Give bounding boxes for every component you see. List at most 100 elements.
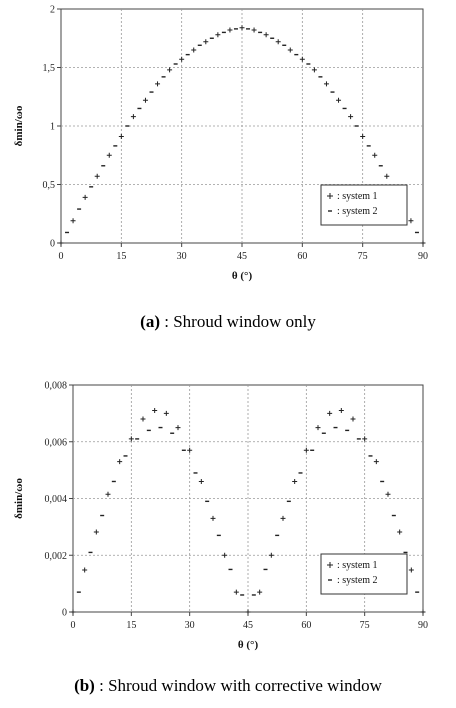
legend-label: : system 2 — [337, 206, 378, 217]
chart-b: 0 15 30 45 60 75 90 0 0,002 0,004 0,006 0,008 θ (°) δ… — [13, 381, 428, 652]
series-2 — [65, 28, 419, 234]
caption-a: (a) : Shroud window only — [0, 312, 456, 332]
data-point — [362, 436, 368, 442]
y-tick-label: 0,5 — [43, 180, 56, 191]
x-tick-label: 0 — [59, 251, 64, 262]
x-axis-label: θ (°) — [238, 639, 259, 651]
data-point — [338, 408, 344, 414]
data-point — [191, 47, 197, 53]
data-point — [187, 447, 193, 453]
caption-b-label: (b) — [74, 676, 95, 695]
data-point — [287, 47, 293, 53]
data-point — [323, 81, 329, 87]
chart-a: 0 15 30 45 60 75 90 0 0,5 1 1,5 2 θ (°) δmin/ωo: syst… — [13, 5, 428, 283]
caption-b: (b) : Shroud window with corrective wind… — [0, 676, 456, 696]
data-point — [385, 491, 391, 497]
data-point — [299, 56, 305, 62]
data-point — [198, 478, 204, 484]
y-tick-label: 1 — [50, 122, 55, 133]
data-point — [179, 56, 185, 62]
data-point — [233, 589, 239, 595]
x-tick-label: 15 — [116, 251, 126, 262]
data-point — [311, 67, 317, 73]
data-point — [117, 459, 123, 465]
data-point — [203, 39, 209, 45]
x-tick-label: 15 — [126, 620, 136, 631]
x-tick-label: 45 — [243, 620, 253, 631]
legend: : system 1 : system 2 — [320, 553, 408, 595]
y-tick-label: 0 — [50, 239, 55, 250]
y-tick-label: 1,5 — [43, 63, 56, 74]
data-point — [93, 529, 99, 535]
legend-label: : system 1 — [337, 560, 378, 571]
data-point — [163, 410, 169, 416]
y-tick-label: 0,006 — [45, 437, 68, 448]
caption-a-text: : Shroud window only — [159, 312, 316, 331]
data-point — [251, 27, 257, 33]
x-tick-label: 75 — [358, 251, 368, 262]
data-point — [70, 218, 76, 224]
data-point — [408, 218, 414, 224]
data-point — [140, 416, 146, 422]
data-point — [210, 515, 216, 521]
data-point — [327, 410, 333, 416]
x-tick-label: 0 — [71, 620, 76, 631]
data-point — [245, 609, 251, 615]
legend-label: : system 1 — [337, 191, 378, 202]
data-point — [239, 25, 245, 31]
legend-box — [320, 184, 408, 226]
data-point — [408, 567, 414, 573]
data-point — [167, 67, 173, 73]
data-point — [130, 114, 136, 120]
legend: : system 1 : system 2 — [320, 184, 408, 226]
data-point — [106, 152, 112, 158]
y-axis-label: δmin/ωo — [13, 478, 25, 519]
data-point — [280, 515, 286, 521]
data-point — [227, 27, 233, 33]
x-tick-label: 30 — [185, 620, 195, 631]
data-point — [263, 32, 269, 38]
y-tick-label: 0 — [62, 608, 67, 619]
data-point — [222, 552, 228, 558]
data-point — [420, 609, 426, 615]
data-point — [397, 529, 403, 535]
legend-marker — [327, 193, 333, 199]
data-point — [175, 425, 181, 431]
x-axis-label: θ (°) — [232, 270, 253, 282]
data-point — [142, 97, 148, 103]
series-2 — [76, 426, 420, 596]
data-point — [303, 447, 309, 453]
data-point — [348, 114, 354, 120]
data-point — [105, 491, 111, 497]
y-tick-label: 0,004 — [45, 494, 68, 505]
legend-label: : system 2 — [337, 575, 378, 586]
series-1 — [70, 408, 426, 615]
data-point — [58, 240, 64, 246]
x-tick-label: 90 — [418, 251, 428, 262]
data-point — [118, 134, 124, 140]
data-point — [315, 425, 321, 431]
caption-b-text: : Shroud window with corrective window — [94, 676, 382, 695]
data-point — [257, 589, 263, 595]
data-point — [155, 81, 161, 87]
data-point — [373, 459, 379, 465]
data-point — [336, 97, 342, 103]
data-point — [268, 552, 274, 558]
legend-marker — [327, 562, 333, 568]
x-tick-label: 45 — [237, 251, 247, 262]
data-point — [275, 39, 281, 45]
y-tick-label: 0,002 — [45, 551, 68, 562]
x-tick-label: 60 — [301, 620, 311, 631]
data-point — [215, 32, 221, 38]
x-tick-label: 30 — [177, 251, 187, 262]
data-point — [420, 240, 426, 246]
legend-box — [320, 553, 408, 595]
caption-a-label: (a) — [140, 312, 160, 331]
data-point — [128, 436, 134, 442]
data-point — [372, 152, 378, 158]
x-tick-label: 60 — [297, 251, 307, 262]
x-tick-label: 90 — [418, 620, 428, 631]
data-point — [384, 173, 390, 179]
y-tick-label: 2 — [50, 5, 55, 16]
data-point — [152, 408, 158, 414]
